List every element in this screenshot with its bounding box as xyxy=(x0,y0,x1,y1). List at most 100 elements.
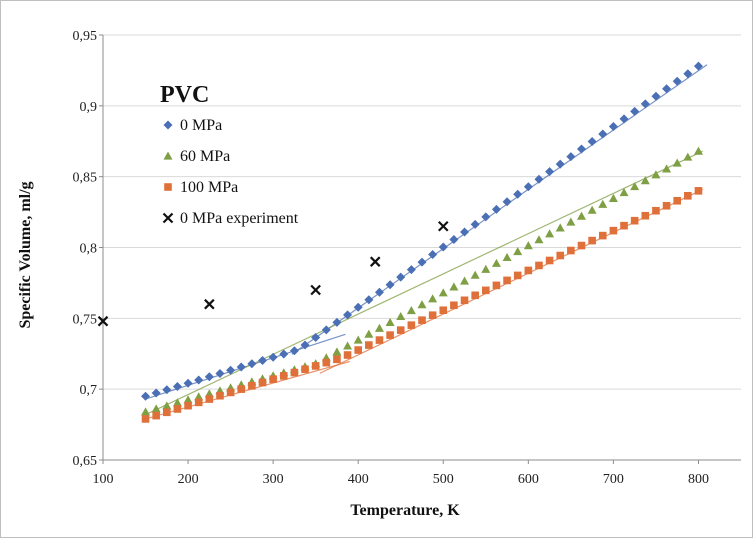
point-0-mpa xyxy=(513,189,523,199)
legend-label-100-mpa: 100 MPa xyxy=(180,179,238,196)
point-0-mpa xyxy=(438,242,448,252)
point-0-mpa xyxy=(396,272,406,282)
point-0-mpa xyxy=(183,378,193,388)
point-60-mpa xyxy=(513,247,523,256)
point-0-mpa xyxy=(374,287,384,297)
point-0-mpa xyxy=(343,310,353,320)
point-100-mpa xyxy=(684,192,692,200)
point-100-mpa xyxy=(482,286,490,295)
point-100-mpa xyxy=(248,382,256,390)
fit-line-100-mpa-melt xyxy=(319,188,703,374)
point-100-mpa xyxy=(439,306,448,315)
point-60-mpa xyxy=(396,311,406,321)
point-100-mpa xyxy=(184,401,192,410)
gridlines xyxy=(103,34,741,390)
point-60-mpa xyxy=(662,164,672,173)
point-0-mpa xyxy=(385,280,395,290)
point-100-mpa xyxy=(354,346,362,354)
point-100-mpa xyxy=(269,375,277,383)
point-100-mpa xyxy=(343,351,352,359)
point-60-mpa xyxy=(693,146,703,155)
point-100-mpa xyxy=(237,385,246,393)
point-0-mpa xyxy=(172,382,182,392)
point-0-mpa xyxy=(353,302,363,312)
point-60-mpa xyxy=(608,193,618,202)
point-100-mpa xyxy=(471,291,479,300)
point-100-mpa xyxy=(386,331,394,339)
point-60-mpa xyxy=(332,347,342,356)
point-60-mpa xyxy=(640,176,650,185)
point-60-mpa xyxy=(545,229,555,238)
point-100-mpa xyxy=(173,405,182,413)
point-0-mpa xyxy=(545,167,555,177)
point-100-mpa xyxy=(205,395,214,403)
point-60-mpa xyxy=(619,187,629,197)
point-0-mpa xyxy=(162,385,172,395)
point-0-mpa xyxy=(364,295,374,305)
point-100-mpa xyxy=(396,326,405,334)
point-0-mpa xyxy=(247,359,257,369)
point-60-mpa xyxy=(428,294,438,303)
point-0-mpa-experiment xyxy=(97,315,109,327)
point-100-mpa xyxy=(194,398,203,407)
point-100-mpa xyxy=(588,236,596,245)
point-100-mpa xyxy=(216,391,224,400)
point-0-mpa-experiment xyxy=(310,284,321,296)
point-60-mpa xyxy=(566,217,576,226)
point-100-mpa xyxy=(428,311,437,320)
legend-marker-60-mpa xyxy=(163,151,173,160)
point-60-mpa xyxy=(523,241,533,250)
point-60-mpa xyxy=(364,329,374,338)
tick-labels: 0,65 0,7 0,75 0,8 0,85 0,9 0,95 100 200 300 400 500… xyxy=(73,29,709,487)
point-100-mpa xyxy=(279,372,288,380)
point-60-mpa xyxy=(343,341,353,350)
y-tick-label: 0,85 xyxy=(73,171,98,186)
point-0-mpa xyxy=(630,106,640,116)
y-axis-title: Specific Volume, ml/g xyxy=(17,181,34,328)
point-100-mpa xyxy=(630,216,639,225)
x-tick-label: 600 xyxy=(518,472,539,487)
point-0-mpa xyxy=(258,356,267,366)
point-0-mpa xyxy=(332,317,342,327)
legend-marker-100-mpa xyxy=(164,183,172,191)
point-100-mpa xyxy=(258,378,267,387)
point-100-mpa xyxy=(598,231,607,240)
point-0-mpa xyxy=(268,352,278,362)
point-0-mpa xyxy=(555,159,565,169)
point-60-mpa xyxy=(353,335,363,344)
point-100-mpa xyxy=(577,241,586,250)
point-60-mpa xyxy=(502,252,512,262)
point-0-mpa xyxy=(534,174,544,184)
point-100-mpa xyxy=(301,365,309,374)
point-100-mpa xyxy=(673,196,681,205)
point-100-mpa xyxy=(641,211,650,220)
x-tick-label: 100 xyxy=(93,472,114,487)
point-0-mpa xyxy=(289,346,299,356)
point-100-mpa xyxy=(333,355,341,364)
point-60-mpa xyxy=(630,182,640,191)
point-60-mpa xyxy=(151,404,161,413)
point-0-mpa-experiment xyxy=(204,298,215,310)
point-0-mpa xyxy=(204,372,214,382)
point-60-mpa xyxy=(172,398,182,407)
point-100-mpa xyxy=(311,362,320,370)
legend: 0 MPa 60 MPa 100 MPa 0 MPa experiment xyxy=(162,117,299,227)
point-0-mpa xyxy=(502,197,512,207)
axes xyxy=(99,34,741,464)
point-0-mpa xyxy=(640,99,650,109)
y-tick-label: 0,7 xyxy=(80,383,98,398)
point-60-mpa xyxy=(683,152,693,161)
point-100-mpa xyxy=(694,187,703,195)
point-0-mpa xyxy=(151,388,161,398)
point-60-mpa xyxy=(374,323,384,332)
point-60-mpa xyxy=(481,264,491,273)
point-60-mpa xyxy=(672,158,682,167)
point-60-mpa xyxy=(587,205,597,214)
point-100-mpa xyxy=(375,336,384,344)
point-60-mpa xyxy=(385,317,395,326)
point-100-mpa xyxy=(652,206,660,215)
point-100-mpa xyxy=(556,251,565,260)
y-tick-label: 0,65 xyxy=(73,454,98,469)
